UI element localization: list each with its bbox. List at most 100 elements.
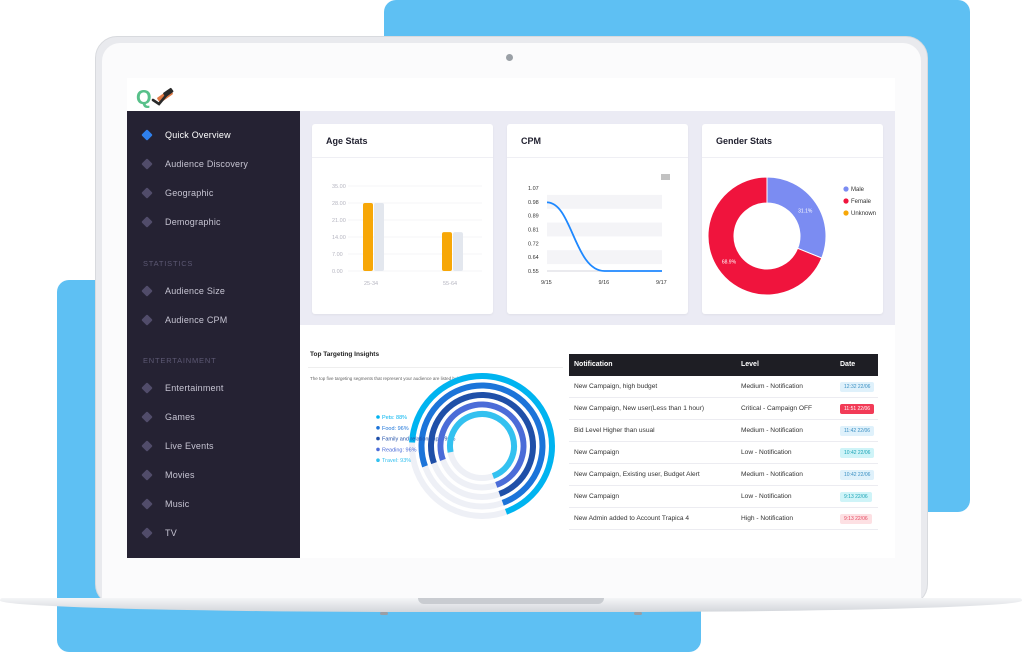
grid-band xyxy=(547,222,662,237)
sidebar-item-tv[interactable]: TV xyxy=(127,522,300,544)
sidebar-item-geographic[interactable]: Geographic xyxy=(127,182,300,204)
table-row[interactable]: New Admin added to Account Trapica 4 High… xyxy=(569,508,878,530)
legend-marker xyxy=(843,210,849,216)
diamond-icon xyxy=(141,158,153,170)
legend-label: Female xyxy=(851,199,872,205)
targeting-radial-chart: Pets: 88% Food: 96% Family and relationshi… xyxy=(376,373,555,519)
y-tick-label: 1.07 xyxy=(528,186,539,192)
y-tick-label: 0.89 xyxy=(528,214,539,220)
notification-level: Critical - Campaign OFF xyxy=(741,405,813,412)
y-tick-label: 21.00 xyxy=(332,218,346,224)
svg-text:Q: Q xyxy=(136,87,152,108)
q-logo-icon[interactable]: Q xyxy=(135,84,183,108)
donut-slice xyxy=(707,176,823,296)
date-badge: 10:42 22/06 xyxy=(840,448,875,458)
notification-level: Medium - Notification xyxy=(741,383,803,390)
x-tick-label: 55-64 xyxy=(443,281,457,287)
x-tick-label: 25-34 xyxy=(364,281,378,287)
radial-bar xyxy=(428,392,536,497)
y-tick-label: 0.72 xyxy=(528,241,539,247)
notification-level: Medium - Notification xyxy=(741,427,803,434)
legend-marker xyxy=(376,415,380,419)
cpm-card: CPM 1.07 0.98 0.89 0.81 0.72 0.64 0.55 9/15 9/16… xyxy=(507,124,688,314)
cpm-chart: 1.07 0.98 0.89 0.81 0.72 0.64 0.559/15 9/16 9/17 xyxy=(528,174,670,286)
notification-text: New Campaign, high budget xyxy=(574,383,658,390)
table-row[interactable]: New Campaign Low - Notification 10:42 22/0… xyxy=(569,442,878,464)
diamond-icon xyxy=(141,187,153,199)
legend-marker xyxy=(376,458,380,462)
x-tick-label: 9/16 xyxy=(599,280,610,286)
main-content: Age Stats 35.00 28.00 21.00 14.00 7.00 0.00 25… xyxy=(300,111,895,558)
slice-label: 31.1% xyxy=(798,208,813,214)
sidebar-item-label: Audience Discovery xyxy=(165,159,249,169)
date-badge: 12:32 22/06 xyxy=(840,382,875,392)
table-row[interactable]: New Campaign Low - Notification 9:13 22/06 xyxy=(569,486,878,508)
y-tick-label: 0.55 xyxy=(528,269,539,275)
legend-marker xyxy=(376,426,380,430)
diamond-icon xyxy=(141,285,153,297)
notification-level: High - Notification xyxy=(741,515,794,522)
sidebar-item-movies[interactable]: Movies xyxy=(127,464,300,486)
table-row[interactable]: New Campaign, Existing user, Budget Aler… xyxy=(569,464,878,486)
slice-label: 68.9% xyxy=(722,260,737,266)
sidebar-item-label: TV xyxy=(165,528,177,538)
insights-title: Top Targeting Insights xyxy=(310,351,380,358)
radial-bar xyxy=(447,411,517,479)
diamond-icon xyxy=(141,498,153,510)
sidebar-item-label: Movies xyxy=(165,470,195,480)
sidebar-item-label: Audience CPM xyxy=(165,315,228,325)
sidebar-item-demographic[interactable]: Demographic xyxy=(127,211,300,233)
legend-marker xyxy=(843,186,849,192)
age-stats-chart: 35.00 28.00 21.00 14.00 7.00 0.00 25-34 55-64 xyxy=(332,184,482,287)
notification-text: New Campaign, Existing user, Budget Aler… xyxy=(574,471,700,478)
x-tick-label: 9/17 xyxy=(656,280,667,286)
sidebar-item-audience-cpm[interactable]: Audience CPM xyxy=(127,309,300,331)
card-title: Age Stats xyxy=(326,136,368,146)
sidebar-item-label: Geographic xyxy=(165,188,214,198)
legend-label: Unknown xyxy=(851,211,876,217)
table-row[interactable]: New Campaign, high budget Medium - Notifi… xyxy=(569,376,878,398)
date-badge: 11:51 22/06 xyxy=(840,404,875,414)
y-tick-label: 35.00 xyxy=(332,184,346,190)
donut-slice xyxy=(766,176,827,259)
grid-band xyxy=(547,250,662,265)
sidebar: Quick Overview Audience Discovery Geogra… xyxy=(127,111,300,558)
sidebar-item-games[interactable]: Games xyxy=(127,406,300,428)
table-row[interactable]: Bid Level Higher than usual Medium - Noti… xyxy=(569,420,878,442)
sidebar-item-label: Games xyxy=(165,412,196,422)
sidebar-section-statistics: STATISTICS xyxy=(143,259,194,268)
laptop-base xyxy=(0,598,1022,612)
grid-band xyxy=(547,194,662,209)
legend-marker xyxy=(843,198,849,204)
sidebar-item-audience-discovery[interactable]: Audience Discovery xyxy=(127,153,300,175)
radial-bar xyxy=(437,401,527,488)
date-badge: 11:42 22/06 xyxy=(840,426,875,436)
sidebar-item-label: Quick Overview xyxy=(165,130,231,140)
diamond-icon xyxy=(141,411,153,423)
targeting-insights-panel: Top Targeting Insights The top five targ… xyxy=(300,325,565,558)
notifications-table: Notification Level Date New Campaign, hi… xyxy=(569,354,878,530)
sidebar-item-label: Entertainment xyxy=(165,383,224,393)
series-line xyxy=(546,201,662,272)
sidebar-item-live-events[interactable]: Live Events xyxy=(127,435,300,457)
sidebar-item-music[interactable]: Music xyxy=(127,493,300,515)
sidebar-item-quick-overview[interactable]: Quick Overview xyxy=(127,124,300,146)
stats-cards-row: Age Stats 35.00 28.00 21.00 14.00 7.00 0.00 25… xyxy=(300,111,895,325)
date-badge: 10:42 22/06 xyxy=(840,470,875,480)
radial-label: Food: 96% xyxy=(382,426,409,432)
table-row[interactable]: New Campaign, New user(Less than 1 hour)… xyxy=(569,398,878,420)
laptop-notch xyxy=(418,598,604,604)
notification-text: New Admin added to Account Trapica 4 xyxy=(574,515,690,522)
notification-text: New Campaign xyxy=(574,449,620,456)
legend-marker xyxy=(376,447,380,452)
sidebar-item-entertainment[interactable]: Entertainment xyxy=(127,377,300,399)
diamond-icon xyxy=(141,216,153,228)
radial-label: Travel: 93% xyxy=(382,458,411,464)
notification-level: Low - Notification xyxy=(741,493,792,500)
notification-level: Medium - Notification xyxy=(741,471,803,478)
notification-text: New Campaign, New user(Less than 1 hour) xyxy=(574,405,705,412)
sidebar-item-audience-size[interactable]: Audience Size xyxy=(127,280,300,302)
y-tick-label: 7.00 xyxy=(332,252,343,258)
diamond-icon xyxy=(141,527,153,539)
gender-stats-card: Gender Stats 31.1% 68.9% Male Female Unknown xyxy=(702,124,883,314)
